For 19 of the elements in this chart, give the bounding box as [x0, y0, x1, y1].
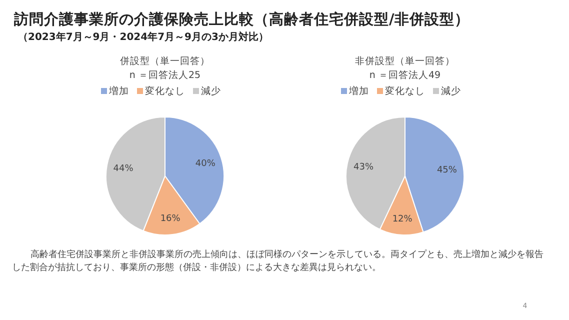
chart-subtitle: n ＝回答法人25 — [129, 69, 201, 81]
data-label: 12% — [392, 214, 413, 224]
legend-label: 変化なし — [145, 85, 185, 97]
text: 訪問介護事業所の介護保険売上比較（高齢者住宅併設型/非併設型） — [13, 10, 470, 28]
text: 高齢者住宅併設事業所と非併設事業所の売上傾向は、ほぼ同様のパターンを示している。両タイプとも、売上増加と減少を報告した割合が拮抗しており、事業所の形態（併設・非併設）による大きな差異は見られない。 — [12, 248, 544, 274]
legend-label: 変化なし — [385, 85, 425, 97]
chart-title: 非併設型（単一回答） — [355, 55, 455, 67]
chart-subtitle: n ＝回答法人49 — [369, 69, 441, 81]
data-label: 43% — [354, 162, 374, 173]
legend-label: 減少 — [441, 85, 461, 97]
chart-title: 併設型（単一回答） — [120, 55, 210, 67]
data-label: 16% — [160, 214, 181, 224]
text: （2023年7月～9月・2024年7月～9月の3か月対比） — [18, 31, 268, 43]
legend-label: 増加 — [348, 85, 369, 97]
data-label: 44% — [113, 164, 134, 174]
data-label: 40% — [195, 158, 216, 169]
data-label: 45% — [436, 165, 458, 176]
legend-label: 増加 — [108, 85, 129, 97]
legend-label: 減少 — [201, 85, 221, 97]
